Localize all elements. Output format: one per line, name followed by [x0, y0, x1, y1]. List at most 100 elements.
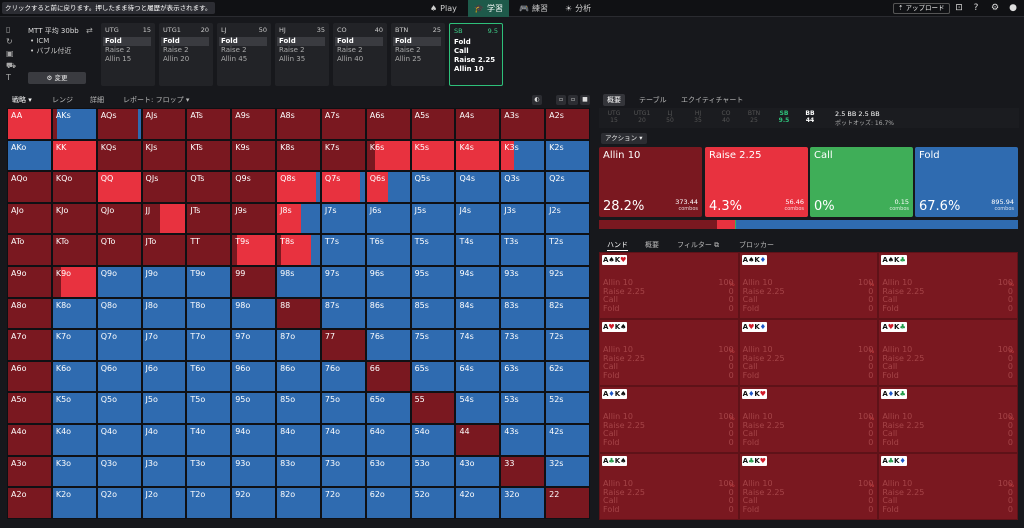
action-dropdown[interactable]: アクション ▾	[601, 133, 647, 144]
hand-cell[interactable]: Q6s	[365, 171, 411, 203]
tab-range[interactable]: レンジ	[52, 96, 73, 104]
hand-cell[interactable]: 76s	[365, 329, 411, 361]
hand-cell[interactable]: Q7s	[320, 171, 366, 203]
combo-cell[interactable]: A♠K♦% Allin 10 100 Raise 2.25 0 Call 0 Fold 0	[738, 252, 879, 319]
hand-cell[interactable]: 65o	[365, 392, 411, 424]
hand-cell[interactable]: 98s	[276, 265, 321, 298]
hand-cell[interactable]: 83s	[500, 297, 546, 330]
hand-cell[interactable]: J5s	[410, 202, 456, 235]
combo-cell[interactable]: A♣K♠% Allin 10 100 Raise 2.25 0 Call 0 Fold 0	[599, 453, 739, 520]
tab-blocker[interactable]: ブロッカー	[739, 241, 774, 249]
position-action[interactable]: Raise 2	[105, 46, 131, 54]
combo-cell[interactable]: A♠K♣% Allin 10 100 Raise 2.25 0 Call 0 Fold 0	[878, 252, 1018, 319]
hand-cell[interactable]: 82o	[276, 487, 321, 519]
hand-cell[interactable]: J4s	[455, 202, 501, 235]
tab-overview[interactable]: 概要	[603, 94, 625, 106]
hand-cell[interactable]: 22	[545, 487, 590, 519]
hand-cell[interactable]: 53s	[500, 392, 546, 424]
tab-equity[interactable]: エクイティチャート	[681, 96, 744, 104]
nav-analysis[interactable]: ☀ 分析	[565, 0, 591, 17]
hand-cell[interactable]: J2o	[141, 487, 187, 519]
hand-cell[interactable]: 65s	[410, 360, 456, 393]
position-card-lj[interactable]: LJ 50 Fold Raise 2 Allin 45	[217, 23, 271, 86]
hand-cell[interactable]: QQ	[96, 171, 142, 203]
hand-cell[interactable]: KTs	[186, 139, 232, 172]
hand-cell[interactable]: 63s	[500, 360, 546, 393]
hand-cell[interactable]: K4s	[455, 139, 501, 172]
hand-cell[interactable]: 93o	[231, 455, 277, 488]
hand-cell[interactable]: 42o	[455, 487, 501, 519]
hand-cell[interactable]: K5o	[51, 392, 97, 424]
hand-cell[interactable]: J4o	[141, 423, 187, 456]
hand-cell[interactable]: 85s	[410, 297, 456, 330]
hand-cell[interactable]: AJs	[141, 108, 187, 140]
hand-cell[interactable]: T3s	[500, 234, 546, 266]
position-card-co[interactable]: CO 40 Fold Raise 2 Allin 40	[333, 23, 387, 86]
hand-cell[interactable]: 93s	[500, 265, 546, 298]
hand-cell[interactable]: 76o	[320, 360, 366, 393]
hand-cell[interactable]: AQo	[7, 171, 52, 203]
hand-cell[interactable]: AQs	[96, 108, 142, 140]
combo-cell[interactable]: A♥K♠% Allin 10 100 Raise 2.25 0 Call 0 Fold 0	[599, 319, 739, 386]
position-card-hj[interactable]: HJ 35 Fold Raise 2 Allin 35	[275, 23, 329, 86]
hand-cell[interactable]: 32s	[545, 455, 590, 488]
settings-icon[interactable]: ⚙	[990, 3, 1000, 13]
hand-cell[interactable]: 64o	[365, 423, 411, 456]
position-action[interactable]: Allin 40	[337, 55, 364, 63]
view-small-icon[interactable]: ▫	[556, 95, 566, 105]
hand-cell[interactable]: 54s	[455, 392, 501, 424]
hand-cell[interactable]: 86o	[276, 360, 321, 393]
position-action[interactable]: Fold	[103, 37, 151, 46]
position-action[interactable]: Fold	[219, 37, 267, 46]
position-action[interactable]: Raise 2	[337, 46, 363, 54]
hand-cell[interactable]: A6o	[7, 360, 52, 393]
hand-cell[interactable]: ATs	[186, 108, 232, 140]
hand-cell[interactable]: 63o	[365, 455, 411, 488]
hand-cell[interactable]: T5s	[410, 234, 456, 266]
action-box-3[interactable]: Fold 67.6% 895.94 combos	[915, 147, 1018, 217]
combo-cell[interactable]: A♣K♥% Allin 10 100 Raise 2.25 0 Call 0 Fold 0	[738, 453, 879, 520]
hand-cell[interactable]: T9s	[231, 234, 277, 266]
hand-cell[interactable]: 87o	[276, 329, 321, 361]
hand-cell[interactable]: K2o	[51, 487, 97, 519]
combo-cell[interactable]: A♣K♦% Allin 10 100 Raise 2.25 0 Call 0 Fold 0	[878, 453, 1018, 520]
hand-cell[interactable]: KK	[51, 139, 97, 172]
hand-cell[interactable]: 97s	[320, 265, 366, 298]
hand-cell[interactable]: A4s	[455, 108, 501, 140]
nav-play[interactable]: ♠ Play	[430, 0, 457, 17]
position-action[interactable]: Allin 15	[105, 55, 132, 63]
hand-cell[interactable]: 83o	[276, 455, 321, 488]
hand-cell[interactable]: K2s	[545, 139, 590, 172]
hand-cell[interactable]: JTo	[141, 234, 187, 266]
hand-cell[interactable]: AA	[7, 108, 52, 140]
position-action[interactable]: Allin 10	[454, 65, 484, 73]
position-action[interactable]: Raise 2	[163, 46, 189, 54]
hand-cell[interactable]: K8o	[51, 297, 97, 330]
hand-cell[interactable]: K6o	[51, 360, 97, 393]
hand-cell[interactable]: J6s	[365, 202, 411, 235]
hand-cell[interactable]: T4o	[186, 423, 232, 456]
tab-table[interactable]: テーブル	[639, 96, 667, 104]
hand-cell[interactable]: Q9s	[231, 171, 277, 203]
hand-cell[interactable]: 75s	[410, 329, 456, 361]
hand-cell[interactable]: K8s	[276, 139, 321, 172]
hand-cell[interactable]: A7o	[7, 329, 52, 361]
hand-cell[interactable]: Q5o	[96, 392, 142, 424]
hand-cell[interactable]: J7s	[320, 202, 366, 235]
hand-cell[interactable]: 98o	[231, 297, 277, 330]
hand-cell[interactable]: Q3s	[500, 171, 546, 203]
hand-cell[interactable]: 94s	[455, 265, 501, 298]
combo-cell[interactable]: A♦K♥% Allin 10 100 Raise 2.25 0 Call 0 Fold 0	[738, 386, 879, 453]
position-card-btn[interactable]: BTN 25 Fold Raise 2 Allin 25	[391, 23, 445, 86]
hand-cell[interactable]: QJo	[96, 202, 142, 235]
hand-cell[interactable]: T9o	[186, 265, 232, 298]
hand-cell[interactable]: KTo	[51, 234, 97, 266]
hand-cell[interactable]: 75o	[320, 392, 366, 424]
combo-cell[interactable]: A♦K♣% Allin 10 100 Raise 2.25 0 Call 0 Fold 0	[878, 386, 1018, 453]
position-action[interactable]: Fold	[393, 37, 441, 46]
hand-cell[interactable]: J3o	[141, 455, 187, 488]
car-icon[interactable]: ⛟	[6, 61, 17, 70]
hand-cell[interactable]: J2s	[545, 202, 590, 235]
hand-cell[interactable]: A3o	[7, 455, 52, 488]
hand-cell[interactable]: Q3o	[96, 455, 142, 488]
